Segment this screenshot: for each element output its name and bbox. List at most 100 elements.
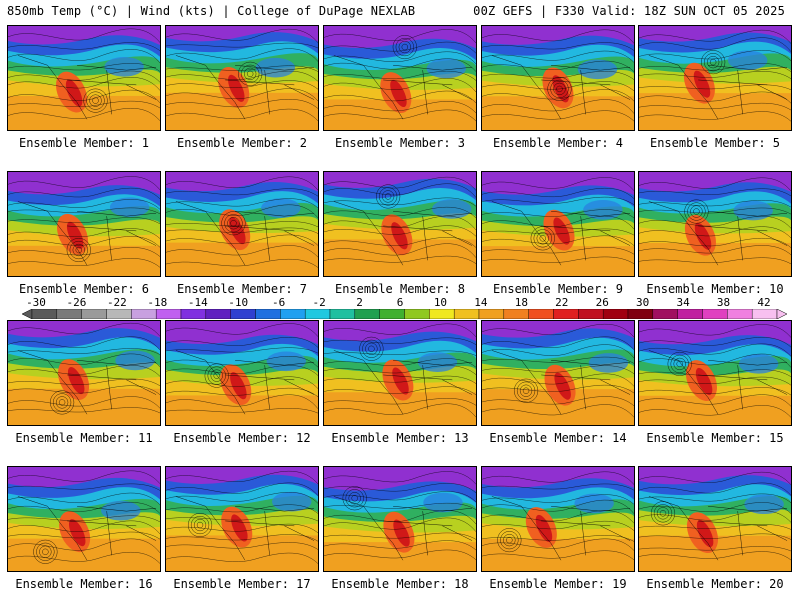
temperature-map: [482, 26, 634, 130]
colorbar-swatch: [553, 309, 579, 319]
temperature-map: [482, 467, 634, 571]
ensemble-map-panel: [7, 25, 161, 131]
temperature-map: [324, 172, 476, 276]
ensemble-map-panel: [481, 171, 635, 277]
ensemble-member-label: Ensemble Member: 15: [646, 431, 784, 445]
ensemble-map-panel: [481, 25, 635, 131]
colorbar-tick-label: -30: [26, 296, 46, 309]
colorbar-swatch: [627, 309, 654, 319]
temperature-map: [324, 467, 476, 571]
temperature-map: [639, 26, 791, 130]
temperature-map: [8, 26, 160, 130]
colorbar-tick-label: -2: [312, 296, 326, 309]
ensemble-member-label: Ensemble Member: 16: [15, 577, 153, 591]
colorbar-swatch: [56, 309, 82, 319]
temperature-map: [166, 321, 318, 425]
ensemble-map-panel: [7, 320, 161, 426]
colorbar-swatch: [478, 309, 505, 319]
temperature-map: [482, 172, 634, 276]
colorbar-swatch: [280, 309, 306, 319]
header-title: 850mb Temp (°C) | Wind (kts) | College o…: [7, 4, 416, 18]
colorbar-tick-label: -22: [106, 296, 127, 309]
ensemble-map-panel: [481, 466, 635, 572]
colorbar-tick-label: 38: [716, 296, 731, 309]
colorbar-tick-label: 26: [595, 296, 609, 309]
colorbar-swatch: [379, 309, 405, 319]
ensemble-member-label: Ensemble Member: 8: [334, 282, 466, 296]
colorbar-swatch: [180, 309, 207, 319]
ensemble-member-label: Ensemble Member: 14: [489, 431, 627, 445]
ensemble-member-label: Ensemble Member: 12: [173, 431, 311, 445]
ensemble-map-panel: [7, 466, 161, 572]
colorbar-swatch: [354, 309, 380, 319]
colorbar-tick-label: 10: [433, 296, 448, 309]
ensemble-map-panel: [323, 25, 477, 131]
ensemble-member-label: Ensemble Member: 11: [15, 431, 153, 445]
ensemble-member-label: Ensemble Member: 3: [334, 136, 466, 150]
ensemble-member-label: Ensemble Member: 10: [646, 282, 784, 296]
ensemble-member-label: Ensemble Member: 6: [18, 282, 150, 296]
temperature-map: [324, 26, 476, 130]
ensemble-map-panel: [323, 171, 477, 277]
ensemble-map-panel: [7, 171, 161, 277]
temperature-map: [166, 467, 318, 571]
ensemble-member-label: Ensemble Member: 17: [173, 577, 311, 591]
colorbar-swatch: [404, 309, 430, 319]
ensemble-map-panel: [323, 320, 477, 426]
ensemble-map-panel: [165, 320, 319, 426]
temperature-map: [639, 467, 791, 571]
ensemble-member-label: Ensemble Member: 18: [331, 577, 469, 591]
ensemble-member-label: Ensemble Member: 5: [649, 136, 781, 150]
colorbar-tick-label: 18: [514, 296, 528, 309]
colorbar-swatch: [602, 309, 629, 319]
colorbar-tick-label: -6: [272, 296, 286, 309]
colorbar-swatch: [528, 309, 554, 319]
ensemble-map-panel: [638, 25, 792, 131]
ensemble-member-label: Ensemble Member: 9: [492, 282, 624, 296]
ensemble-member-label: Ensemble Member: 7: [176, 282, 308, 296]
colorbar-swatch: [131, 309, 157, 319]
ensemble-member-label: Ensemble Member: 13: [331, 431, 469, 445]
colorbar-swatch: [429, 309, 455, 319]
ensemble-map-panel: [638, 466, 792, 572]
temperature-map: [639, 321, 791, 425]
colorbar-max-arrow: [776, 309, 787, 319]
colorbar-min-arrow: [22, 309, 33, 319]
colorbar-swatch: [106, 309, 132, 319]
colorbar-swatch: [503, 309, 529, 319]
ensemble-map-panel: [323, 466, 477, 572]
colorbar-tick-label: -18: [147, 296, 168, 309]
colorbar-tick-label: -10: [228, 296, 249, 309]
colorbar-swatch: [304, 309, 331, 319]
ensemble-map-panel: [481, 320, 635, 426]
colorbar-swatch: [329, 309, 356, 319]
colorbar-tick-label: 2: [356, 296, 363, 309]
colorbar-graphic: [22, 309, 787, 319]
ensemble-member-label: Ensemble Member: 4: [492, 136, 624, 150]
colorbar-swatch: [578, 309, 604, 319]
ensemble-map-panel: [638, 171, 792, 277]
colorbar-tick-label: 14: [474, 296, 488, 309]
ensemble-map-panel: [165, 25, 319, 131]
colorbar-tick-label: 34: [676, 296, 690, 309]
colorbar-swatch: [727, 309, 753, 319]
temperature-map: [324, 321, 476, 425]
colorbar-swatch: [31, 309, 58, 319]
colorbar-swatch: [155, 309, 182, 319]
colorbar-swatch: [205, 309, 231, 319]
ensemble-member-label: Ensemble Member: 20: [646, 577, 784, 591]
colorbar-tick-label: 6: [396, 296, 404, 309]
colorbar-swatch: [652, 309, 678, 319]
ensemble-map-panel: [638, 320, 792, 426]
colorbar-swatch: [453, 309, 480, 319]
ensemble-member-label: Ensemble Member: 1: [18, 136, 150, 150]
colorbar-swatch: [81, 309, 107, 319]
temperature-map: [8, 172, 160, 276]
temperature-map: [482, 321, 634, 425]
temperature-map: [8, 467, 160, 571]
colorbar-tick-label: 30: [636, 296, 650, 309]
ensemble-member-label: Ensemble Member: 19: [489, 577, 627, 591]
colorbar-swatch: [702, 309, 728, 319]
ensemble-map-panel: [165, 466, 319, 572]
temperature-map: [639, 172, 791, 276]
